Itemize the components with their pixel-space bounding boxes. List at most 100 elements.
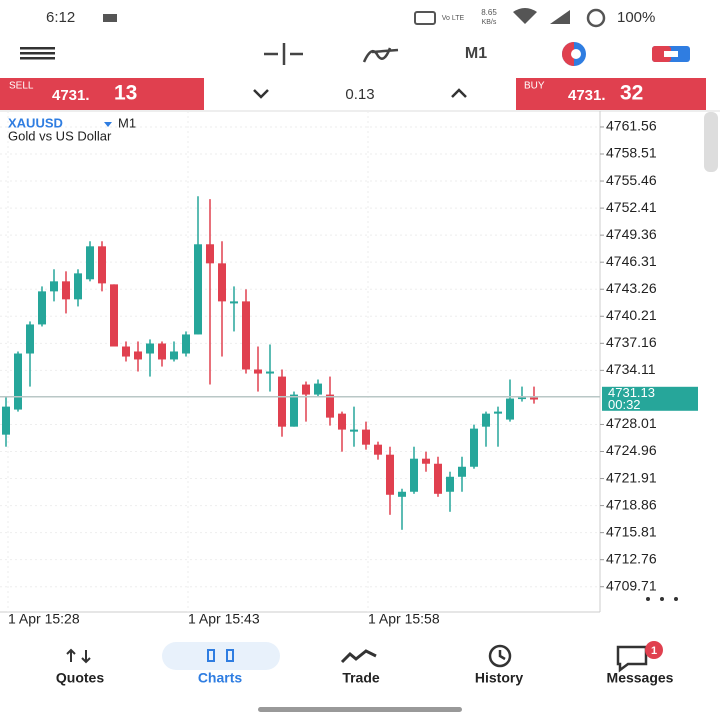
- candle-body: [110, 284, 118, 347]
- candle-body: [38, 291, 46, 325]
- candle-body: [446, 476, 454, 492]
- nav-item[interactable]: History: [475, 670, 523, 686]
- candle-body: [98, 246, 106, 284]
- quotes-icon: [66, 648, 91, 664]
- sell-label: SELL: [9, 81, 34, 92]
- candle-body: [338, 413, 346, 430]
- countdown-label: 00:32: [608, 397, 641, 412]
- sell-button[interactable]: [0, 78, 204, 110]
- volume-down[interactable]: [253, 89, 269, 99]
- candle-body: [362, 429, 370, 445]
- y-tick-label: 4737.16: [606, 334, 657, 350]
- status-icon: [103, 14, 117, 22]
- sell-pips: 13: [114, 82, 137, 105]
- y-tick-label: 4715.81: [606, 523, 657, 539]
- candle-body: [374, 444, 382, 455]
- crosshair-button[interactable]: [264, 43, 303, 65]
- nav-item[interactable]: Quotes: [56, 670, 104, 686]
- candle-body: [242, 301, 250, 370]
- x-tick-label: 1 Apr 15:28: [8, 611, 80, 627]
- y-tick-label: 4761.56: [606, 118, 657, 134]
- axis: 4709.71 4712.76 4715.81 4718.86 4721.91 4724.…: [8, 118, 698, 627]
- y-tick-label: 4728.01: [606, 415, 657, 431]
- candle-body: [26, 324, 34, 354]
- y-tick-label: 4712.76: [606, 550, 657, 566]
- menu-button[interactable]: [20, 47, 55, 60]
- y-tick-label: 4752.41: [606, 199, 657, 215]
- candle-body: [2, 406, 10, 435]
- y-tick-label: 4724.96: [606, 442, 657, 458]
- candle-body: [266, 371, 274, 374]
- candle-body: [350, 429, 358, 432]
- y-tick-label: 4718.86: [606, 496, 657, 512]
- candle-body: [506, 398, 514, 420]
- candle-body: [254, 369, 262, 374]
- grid: [0, 111, 600, 612]
- candle-body: [182, 334, 190, 354]
- candle-body: [218, 263, 226, 302]
- current-price-label: 4731.13: [608, 385, 655, 400]
- chart-title: Gold vs US Dollar: [8, 128, 112, 143]
- volume: 0.13: [345, 86, 374, 103]
- y-tick-label: 4734.11: [606, 361, 656, 377]
- y-tick-label: 4758.51: [606, 145, 657, 161]
- indicators-button[interactable]: [362, 47, 399, 63]
- candle-body: [134, 351, 142, 360]
- candle-body: [458, 466, 466, 477]
- candle-body: [14, 353, 22, 410]
- candle-body: [290, 394, 298, 427]
- x-tick-label: 1 Apr 15:43: [188, 611, 260, 627]
- candle-body: [74, 273, 82, 300]
- buy-pips: 32: [620, 82, 643, 105]
- candle-body: [206, 244, 214, 264]
- nav-item[interactable]: Messages: [607, 670, 674, 686]
- candle-body: [158, 343, 166, 360]
- candle-body: [50, 281, 58, 292]
- candles: [0, 196, 600, 530]
- status-network: Vo LTE: [442, 15, 465, 22]
- messages-icon: [616, 641, 663, 673]
- chart-symbol: XAUUSD: [8, 115, 63, 130]
- candle-body: [530, 397, 538, 400]
- messages-badge: 1: [651, 645, 657, 657]
- y-tick-label: 4749.36: [606, 226, 657, 242]
- more-dots[interactable]: [646, 597, 678, 601]
- candle-body: [518, 397, 526, 400]
- y-tick-label: 4721.91: [606, 469, 657, 485]
- signal-icon: [550, 10, 570, 24]
- trade-button[interactable]: [652, 46, 690, 62]
- y-tick-label: 4743.26: [606, 280, 657, 296]
- candle-body: [422, 458, 430, 464]
- candle-body: [470, 428, 478, 467]
- buy-price: 4731.: [568, 87, 606, 104]
- status-speed-unit: KB/s: [482, 19, 497, 26]
- timeframe-button[interactable]: M1: [465, 45, 487, 62]
- history-icon: [488, 644, 512, 668]
- objects-button[interactable]: [562, 42, 586, 66]
- candle-body: [410, 458, 418, 492]
- candle-body: [494, 411, 502, 414]
- nav-item[interactable]: Charts: [198, 670, 243, 686]
- status-battery: 100%: [617, 9, 655, 26]
- buy-button[interactable]: [516, 78, 706, 110]
- nav-item[interactable]: Trade: [342, 670, 380, 686]
- battery-icon: [586, 8, 606, 28]
- candle-body: [314, 383, 322, 395]
- scrollbar: [704, 112, 718, 172]
- bottom-nav: Quotes Charts Trade History Messages: [56, 670, 674, 686]
- y-tick-label: 4740.21: [606, 307, 657, 323]
- candle-body: [122, 346, 130, 357]
- chart-timeframe: M1: [118, 115, 136, 130]
- current-price-box: [602, 386, 698, 411]
- candle-body: [434, 463, 442, 494]
- y-tick-label: 4746.31: [606, 253, 657, 269]
- candle-body: [230, 301, 238, 304]
- candle-body: [86, 246, 94, 280]
- volume-up[interactable]: [451, 88, 467, 98]
- candle-body: [170, 351, 178, 360]
- symbol-dropdown[interactable]: [104, 122, 112, 127]
- nav-active-pill: [162, 642, 280, 670]
